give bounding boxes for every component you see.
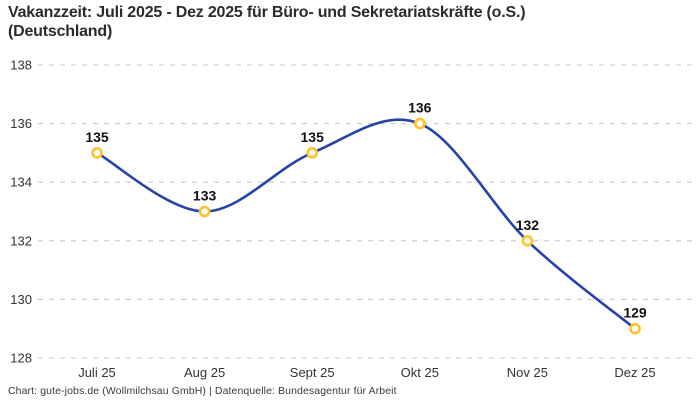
x-tick-label: Nov 25 bbox=[507, 365, 548, 380]
data-point-marker[interactable] bbox=[306, 147, 319, 159]
data-point-label: 132 bbox=[516, 217, 540, 233]
data-point-label: 136 bbox=[408, 100, 432, 116]
data-point-marker[interactable] bbox=[413, 117, 426, 130]
chart-title-line1: Vakanzzeit: Juli 2025 - Dez 2025 für Bür… bbox=[8, 4, 526, 21]
chart-title: Vakanzzeit: Juli 2025 - Dez 2025 für Bür… bbox=[8, 4, 678, 41]
x-tick-label: Okt 25 bbox=[401, 365, 439, 380]
chart-footer: Chart: gute-jobs.de (Wollmilchsau GmbH) … bbox=[8, 385, 397, 397]
x-tick-label: Dez 25 bbox=[614, 365, 655, 380]
y-tick-label: 130 bbox=[10, 292, 32, 307]
y-tick-label: 128 bbox=[10, 351, 32, 366]
data-point-marker[interactable] bbox=[629, 322, 641, 335]
data-point-label: 133 bbox=[193, 188, 217, 204]
x-tick-label: Sept 25 bbox=[290, 365, 335, 380]
data-point-label: 135 bbox=[301, 129, 325, 145]
y-tick-label: 138 bbox=[10, 58, 32, 73]
data-point-marker[interactable] bbox=[198, 205, 211, 218]
data-point-label: 135 bbox=[85, 129, 109, 145]
x-tick-label: Aug 25 bbox=[184, 365, 225, 380]
series-line bbox=[95, 118, 637, 330]
y-tick-label: 132 bbox=[10, 233, 32, 248]
y-tick-label: 136 bbox=[10, 116, 32, 131]
y-tick-label: 134 bbox=[10, 175, 32, 190]
x-tick-label: Juli 25 bbox=[78, 365, 116, 380]
chart-title-line2: (Deutschland) bbox=[8, 22, 113, 40]
data-point-marker[interactable] bbox=[91, 147, 103, 159]
data-point-label: 129 bbox=[623, 305, 647, 321]
data-point-marker[interactable] bbox=[521, 235, 534, 247]
